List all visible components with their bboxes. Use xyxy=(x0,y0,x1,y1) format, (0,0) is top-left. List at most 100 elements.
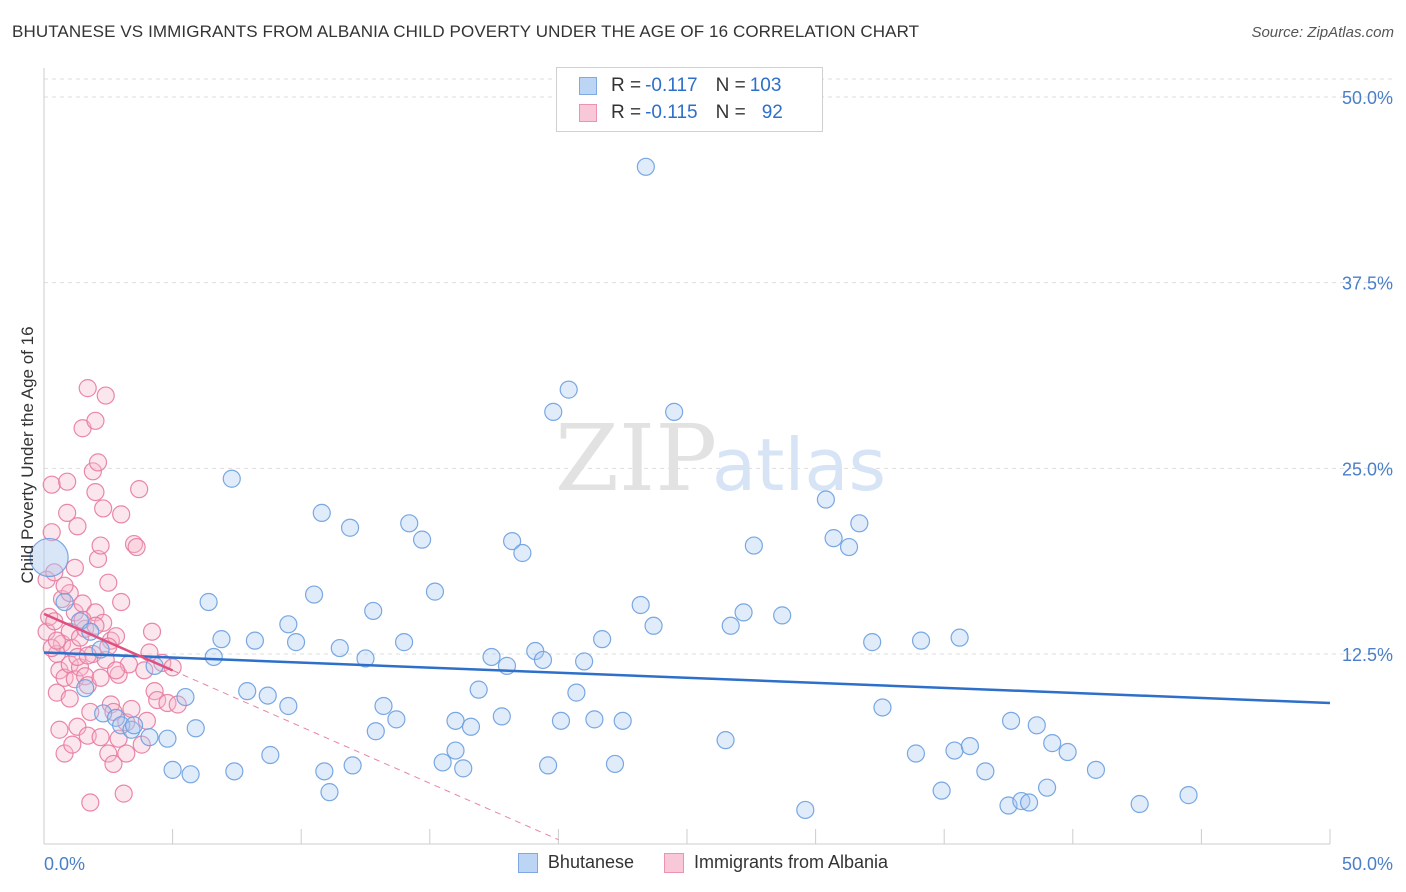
albania-point xyxy=(104,754,123,774)
bhutanese-point xyxy=(261,745,280,765)
legend-r-label: R = xyxy=(611,75,642,96)
bhutanese-point xyxy=(29,537,69,578)
albania-point xyxy=(130,480,149,499)
watermark: ZIP atlas xyxy=(555,405,886,512)
albania-trend-line xyxy=(43,612,174,672)
albania-point xyxy=(96,386,115,405)
bhutanese-point xyxy=(446,741,465,760)
albania-point xyxy=(124,534,144,554)
bhutanese-point xyxy=(186,719,205,738)
albania-point xyxy=(91,668,110,687)
albania-point xyxy=(168,695,187,714)
bhutanese-point xyxy=(446,711,465,730)
bhutanese-point xyxy=(315,762,334,781)
y-tick-label: 12.5% xyxy=(1342,645,1393,665)
bhutanese-point xyxy=(245,631,265,650)
trend-lines xyxy=(43,612,1331,841)
bhutanese-point xyxy=(559,380,578,399)
bhutanese-point xyxy=(204,647,223,667)
legend-label-bhutanese: Bhutanese xyxy=(547,852,634,872)
albania-point xyxy=(68,517,87,536)
bhutanese-point xyxy=(340,518,360,537)
bhutanese-point xyxy=(796,800,815,820)
bhutanese-point xyxy=(513,543,532,563)
bhutanese-point xyxy=(330,638,349,658)
bhutanese-point xyxy=(366,722,385,741)
legend-swatch-pink xyxy=(664,852,684,873)
stats-legend: R = -0.117 N = 103 R = -0.115 N = 92 xyxy=(556,67,823,132)
albania-point xyxy=(127,537,146,557)
bhutanese-point xyxy=(482,647,501,667)
bhutanese-point xyxy=(631,595,650,615)
bhutanese-point xyxy=(364,601,383,621)
legend-r-label: R = xyxy=(611,102,642,123)
bhutanese-point xyxy=(387,710,406,729)
bhutanese-point xyxy=(394,633,414,652)
albania-point xyxy=(60,689,79,708)
bhutanese-point xyxy=(286,633,306,652)
bhutanese-point xyxy=(585,710,604,729)
bhutanese-point xyxy=(773,606,792,625)
albania-point xyxy=(122,699,141,719)
legend-row-bhutanese: R = -0.117 N = 103 xyxy=(579,74,781,98)
bhutanese-point xyxy=(593,630,612,649)
albania-point xyxy=(106,661,126,680)
bhutanese-point xyxy=(950,628,969,647)
bhutanese-point xyxy=(222,469,241,488)
albania-point xyxy=(65,558,84,577)
albania-point xyxy=(42,475,61,494)
albania-point xyxy=(112,592,131,612)
x-tick-labels: 0.0% 50.0% xyxy=(44,854,1393,874)
series-legend: Bhutanese Immigrants from Albania xyxy=(0,852,1406,873)
bhutanese-point xyxy=(181,765,200,784)
bhutanese-point xyxy=(644,616,663,635)
albania-point xyxy=(58,503,77,522)
albania-point xyxy=(50,720,69,739)
bhutanese-point xyxy=(469,680,488,699)
legend-label-albania: Immigrants from Albania xyxy=(694,852,889,872)
bhutanese-point xyxy=(1019,793,1039,812)
legend-swatch-blue xyxy=(517,852,538,873)
albania-point xyxy=(86,482,105,502)
bhutanese-point xyxy=(945,741,964,760)
bhutanese-point xyxy=(433,753,452,772)
albania-point xyxy=(78,379,97,398)
bhutanese-point xyxy=(716,731,735,750)
bhutanese-point xyxy=(850,514,869,533)
bhutanese-point xyxy=(112,716,131,735)
bhutanese-point xyxy=(744,536,763,555)
bhutanese-point xyxy=(734,603,753,622)
legend-row-albania: R = -0.115 N = 92 xyxy=(579,101,783,125)
bhutanese-point xyxy=(279,696,298,716)
bhutanese-point xyxy=(911,631,931,650)
albania-point xyxy=(58,472,77,491)
bhutanese-point xyxy=(356,649,375,668)
bhutanese-point xyxy=(1086,760,1106,779)
bhutanese-point xyxy=(1130,794,1149,814)
bhutanese-point xyxy=(636,157,655,176)
albania-point xyxy=(94,499,113,518)
legend-item-bhutanese[interactable]: Bhutanese xyxy=(517,852,634,873)
bhutanese-point xyxy=(374,696,393,716)
bhutanese-point xyxy=(76,679,95,698)
albania-point xyxy=(148,690,167,710)
bhutanese-point xyxy=(503,532,522,551)
bhutanese-point xyxy=(613,711,632,730)
legend-item-albania[interactable]: Immigrants from Albania xyxy=(664,852,888,873)
bhutanese-point xyxy=(932,781,951,800)
bhutanese-point xyxy=(824,529,843,548)
bhutanese-point xyxy=(721,616,740,635)
bhutanese-point xyxy=(839,537,859,557)
legend-n-value: 103 xyxy=(749,75,782,96)
bhutanese-point xyxy=(454,759,473,778)
bhutanese-point xyxy=(320,783,339,802)
watermark-atlas: atlas xyxy=(712,423,886,507)
bhutanese-point xyxy=(1001,711,1021,730)
bhutanese-point xyxy=(304,585,324,604)
bhutanese-point xyxy=(665,402,684,421)
bhutanese-point xyxy=(575,652,594,671)
bhutanese-point xyxy=(873,698,892,717)
y-tick-label: 25.0% xyxy=(1342,459,1393,479)
bhutanese-point xyxy=(1012,791,1031,811)
